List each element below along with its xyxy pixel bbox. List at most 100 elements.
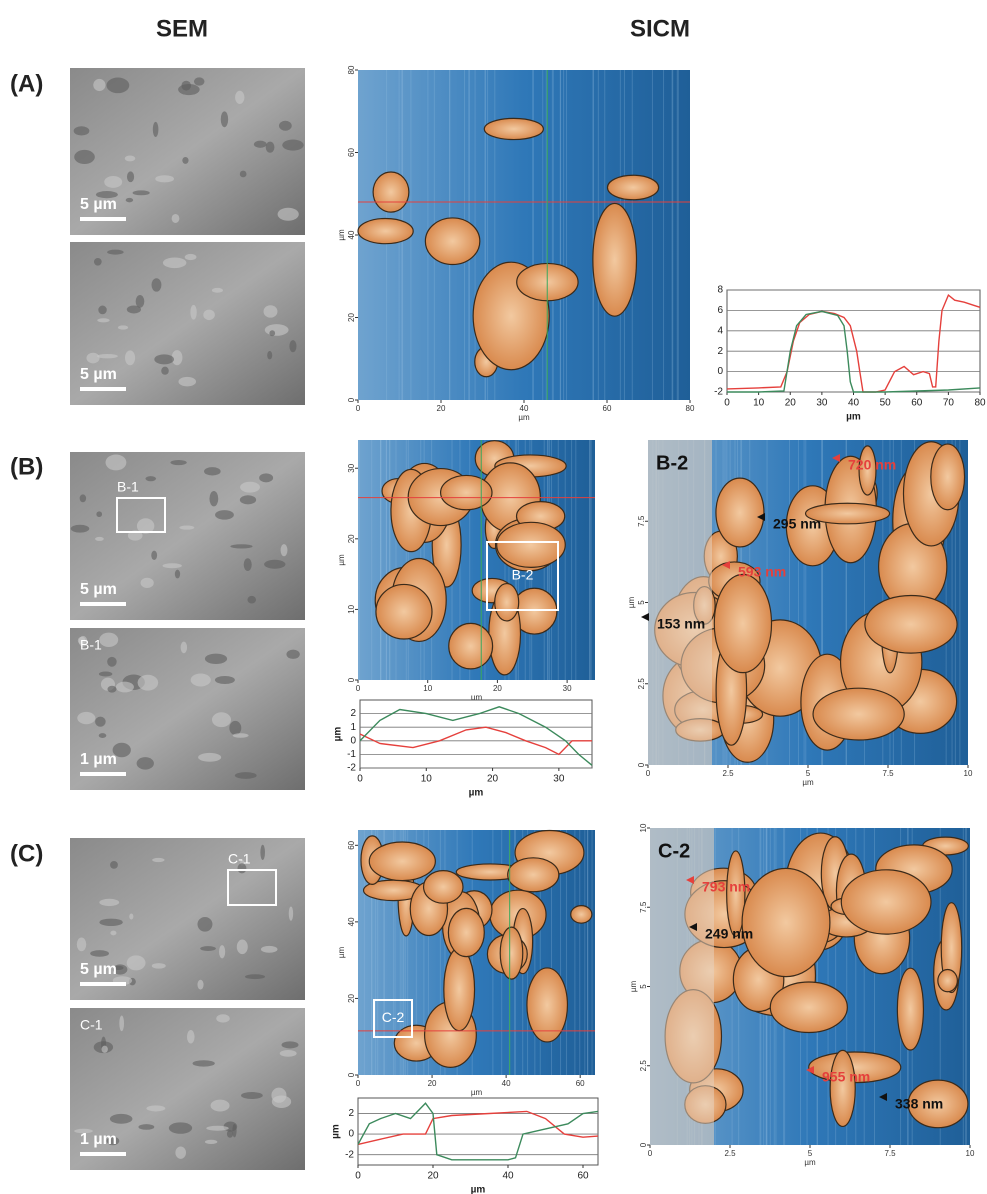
- y-tick-label: 2.5: [637, 678, 646, 690]
- sem-feature: [240, 171, 247, 178]
- sem-feature: [279, 121, 292, 131]
- white-edge: [648, 440, 712, 765]
- sem-feature: [232, 1124, 236, 1137]
- y-tick-label: 4: [717, 325, 723, 336]
- sem-feature: [86, 353, 99, 364]
- x-tick-label: 10: [964, 769, 973, 778]
- x-tick-label: 0: [648, 1149, 653, 1158]
- x-tick-label: 10: [423, 684, 432, 693]
- topography: [424, 871, 463, 904]
- sem-feature: [203, 310, 215, 320]
- topography: [742, 868, 830, 976]
- measurement: 593 nm: [738, 564, 786, 580]
- sem-feature: [97, 354, 118, 358]
- panel-label: (C): [10, 840, 43, 867]
- sem-feature: [99, 633, 118, 647]
- x-tick-label: 60: [603, 404, 612, 413]
- sem-feature: [182, 157, 188, 164]
- sem-feature: [127, 171, 134, 182]
- sem-feature: [204, 467, 221, 475]
- topography: [830, 1050, 855, 1126]
- sem-feature: [289, 906, 293, 920]
- sem-feature: [241, 1092, 263, 1099]
- scale-label: 5 µm: [80, 581, 117, 598]
- sem-feature: [107, 657, 117, 667]
- sem-feature: [80, 494, 86, 502]
- x-tick-label: 60: [911, 398, 923, 409]
- topography: [441, 475, 492, 509]
- x-tick-label: 70: [943, 398, 955, 409]
- y-tick-label: 2: [350, 708, 356, 719]
- y-tick-label: 20: [347, 313, 356, 322]
- sem-feature: [264, 560, 285, 569]
- sem-feature: [229, 721, 241, 735]
- sem-feature: [125, 350, 135, 365]
- measurement: 153 nm: [657, 616, 705, 632]
- sem-feature: [185, 254, 197, 260]
- y-tick-label: 8: [717, 285, 723, 296]
- sem-feature: [107, 250, 123, 255]
- measurement: 338 nm: [895, 1096, 943, 1112]
- topography: [376, 584, 432, 639]
- sem-feature: [170, 460, 186, 465]
- measurement: 720 nm: [848, 457, 896, 473]
- sem-feature: [107, 686, 116, 693]
- scale-bar: [80, 1152, 126, 1156]
- topography: [865, 595, 957, 653]
- sem-feature: [116, 682, 134, 693]
- sem-feature: [200, 946, 216, 951]
- y-tick-label: 2: [348, 1108, 354, 1119]
- x-tick-label: 40: [502, 1079, 511, 1088]
- topography: [571, 906, 592, 924]
- sem-feature: [71, 525, 89, 533]
- x-tick-label: 0: [356, 684, 361, 693]
- sem-feature: [269, 330, 275, 336]
- sem-feature: [95, 717, 106, 727]
- x-tick-label: 5: [808, 1149, 813, 1158]
- y-tick-label: 30: [347, 463, 356, 472]
- sem-feature: [193, 1060, 215, 1066]
- y-tick-label: 7.5: [637, 515, 646, 527]
- y-tick-label: 1: [350, 722, 356, 733]
- arrowhead: [641, 613, 649, 621]
- sem-feature: [141, 578, 154, 588]
- y-tick-label: -2: [714, 387, 723, 398]
- sem-feature: [265, 324, 289, 336]
- x-tick-label: 20: [493, 684, 502, 693]
- sem-feature: [197, 980, 203, 990]
- sem-feature: [260, 845, 265, 860]
- y-tick-label: 40: [347, 917, 356, 926]
- x-axis-label: µm: [518, 413, 530, 422]
- topography: [716, 478, 764, 547]
- x-tick-label: 40: [502, 1171, 514, 1182]
- y-tick-label: 80: [347, 65, 356, 74]
- x-tick-label: 2.5: [722, 769, 734, 778]
- sem-feature: [212, 288, 223, 293]
- sem-feature: [155, 175, 174, 182]
- sem-feature: [240, 482, 260, 493]
- y-tick-label: 2: [717, 346, 723, 357]
- sem-feature: [194, 77, 204, 85]
- image-label: B-2: [656, 452, 688, 474]
- sem-feature: [118, 325, 128, 329]
- measurement: 955 nm: [822, 1069, 870, 1085]
- topography: [607, 175, 658, 200]
- sem-feature: [227, 1130, 233, 1138]
- box-label: C-2: [382, 1009, 405, 1025]
- sem-feature: [74, 150, 95, 164]
- sem-feature: [233, 733, 249, 738]
- sem-feature: [271, 1088, 286, 1103]
- box-label: C-1: [228, 851, 251, 867]
- sem-feature: [175, 570, 180, 579]
- panel-label: (A): [10, 70, 43, 97]
- y-tick-label: 10: [639, 823, 648, 832]
- x-tick-label: 30: [563, 684, 572, 693]
- sem-feature: [278, 208, 299, 221]
- sem-feature: [209, 491, 218, 506]
- sem-feature: [145, 476, 156, 481]
- box-label: B-1: [117, 479, 139, 495]
- sem-feature: [230, 544, 252, 548]
- y-tick-label: 60: [347, 840, 356, 849]
- sem-feature: [281, 544, 288, 556]
- y-tick-label: 2.5: [639, 1060, 648, 1072]
